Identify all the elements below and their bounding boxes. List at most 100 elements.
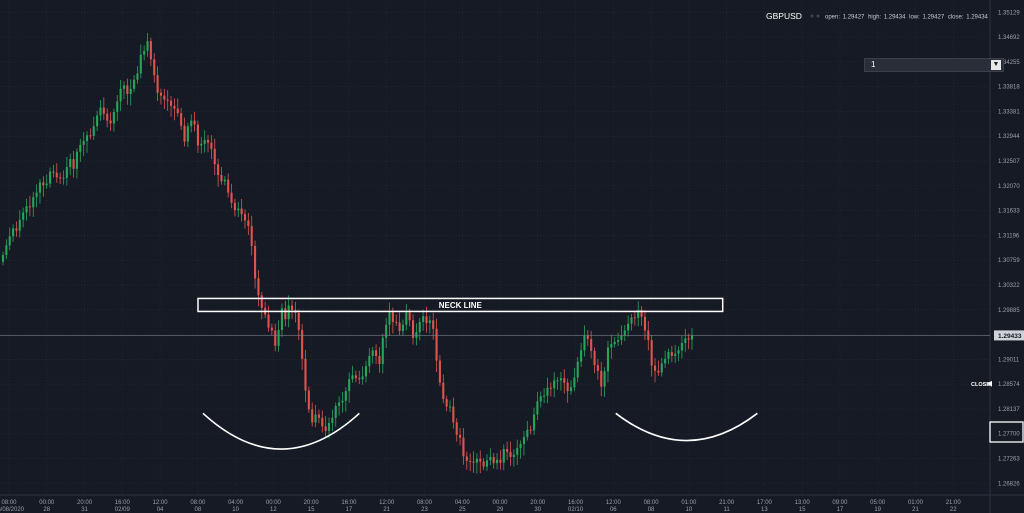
time-axis[interactable]: 08:0026/08/202000:002820:003116:0002/091… (0, 500, 961, 513)
date-tick-label: 02/09 (115, 507, 131, 513)
candle-body (75, 151, 78, 169)
price-axis[interactable]: 1.35129 1.34692 1.34255 1.33818 1.33381 1.329… (971, 10, 1024, 487)
price-tick-label: 1.28574 (998, 382, 1020, 388)
date-tick-label: 12 (270, 507, 277, 513)
candle-body (465, 456, 468, 461)
time-tick-label: 16:00 (568, 500, 584, 506)
candle-body (1, 255, 5, 262)
candle-body (223, 179, 226, 182)
date-tick-label: 15 (799, 507, 806, 513)
date-tick-label: 10 (232, 507, 239, 513)
candle-body (32, 197, 35, 208)
chevron-down-icon[interactable]: ▼ (991, 60, 1001, 70)
candle-body (324, 426, 327, 431)
candle-body (52, 171, 55, 173)
date-tick-label: 08 (648, 507, 655, 513)
candle-body (677, 350, 680, 354)
candle-body (146, 41, 149, 51)
candle-body (469, 460, 472, 462)
candle-body (321, 417, 324, 427)
candle-body (25, 206, 28, 213)
interval-select[interactable]: 1 ▼ (864, 58, 1004, 72)
time-tick-label: 00:00 (39, 500, 55, 506)
candle-body (227, 179, 230, 193)
candle-body (566, 382, 569, 392)
candle-body (627, 323, 630, 331)
time-tick-label: 09:00 (832, 500, 848, 506)
legend-close-label: close: (948, 15, 964, 21)
candle-body (18, 219, 21, 231)
time-tick-label: 08:00 (417, 500, 433, 506)
candle-body (543, 395, 546, 397)
ohlc-legend: GBPUSD open: 1.29427 high: 1.29434 low: … (766, 11, 989, 21)
candle-body (593, 350, 596, 366)
candle-body (99, 107, 102, 116)
candle-body (65, 167, 68, 178)
time-tick-label: 12:00 (606, 500, 622, 506)
candle-body (173, 105, 176, 109)
candle-body (72, 159, 75, 169)
candle-body (230, 192, 233, 203)
candle-body (573, 377, 576, 388)
candle-body (660, 363, 663, 373)
candle-body (311, 409, 314, 423)
candle-body (129, 88, 132, 94)
candle-body (358, 378, 361, 380)
candle-body (270, 327, 273, 331)
candle-body (237, 208, 240, 211)
candle-body (401, 324, 404, 332)
date-tick-label: 08 (195, 507, 202, 513)
legend-low-label: low: (909, 15, 920, 21)
candle-body (452, 406, 455, 423)
candle-body (438, 360, 441, 383)
price-tick-label: 1.33381 (998, 109, 1020, 115)
time-tick-label: 05:00 (870, 500, 886, 506)
date-tick-label: 02/10 (568, 507, 584, 513)
candle-body (254, 245, 257, 279)
candle-body (277, 329, 280, 346)
candle-body (314, 414, 317, 423)
candle-body (102, 107, 105, 114)
candle-body (217, 164, 220, 176)
candle-body (42, 182, 45, 186)
price-tick-label: 1.34255 (998, 60, 1020, 66)
candle-body (445, 399, 448, 407)
candle-body (388, 312, 391, 325)
legend-high-value: 1.29434 (884, 15, 906, 21)
left-shoulder-arc[interactable] (202, 412, 360, 450)
legend-dot-icon (816, 14, 820, 18)
candle-body (301, 329, 304, 359)
candle-body (496, 459, 499, 464)
candle-body (22, 212, 25, 220)
legend-low-value: 1.29427 (922, 15, 944, 21)
price-tick-label: 1.34692 (998, 35, 1020, 41)
price-tick-label: 1.30322 (998, 283, 1020, 289)
candle-body (79, 144, 82, 152)
candle-body (364, 366, 368, 377)
candle-body (664, 358, 667, 364)
right-shoulder-arc[interactable] (615, 412, 758, 442)
candle-body (304, 358, 307, 391)
time-tick-label: 16:00 (115, 500, 131, 506)
close-marker-label: CLOSE (971, 382, 990, 388)
candle-body (190, 120, 193, 127)
candle-body (133, 79, 136, 89)
price-highlight-box[interactable] (989, 421, 1024, 443)
candle-body (398, 322, 401, 332)
candle-body (35, 192, 38, 198)
candle-body (297, 312, 300, 330)
candle-body (529, 429, 532, 431)
price-tick-label: 1.32507 (998, 159, 1020, 165)
candle-body (109, 120, 112, 124)
candle-body (213, 148, 216, 165)
candle-body (166, 99, 169, 101)
candle-body (442, 382, 445, 400)
candle-body (371, 350, 374, 357)
candle-body (45, 183, 48, 186)
candle-body (143, 50, 146, 55)
price-tick-label: 1.32070 (998, 184, 1020, 190)
candle-body (405, 312, 408, 325)
neck-line-box[interactable] (197, 297, 724, 313)
date-tick-label: 10 (686, 507, 693, 513)
